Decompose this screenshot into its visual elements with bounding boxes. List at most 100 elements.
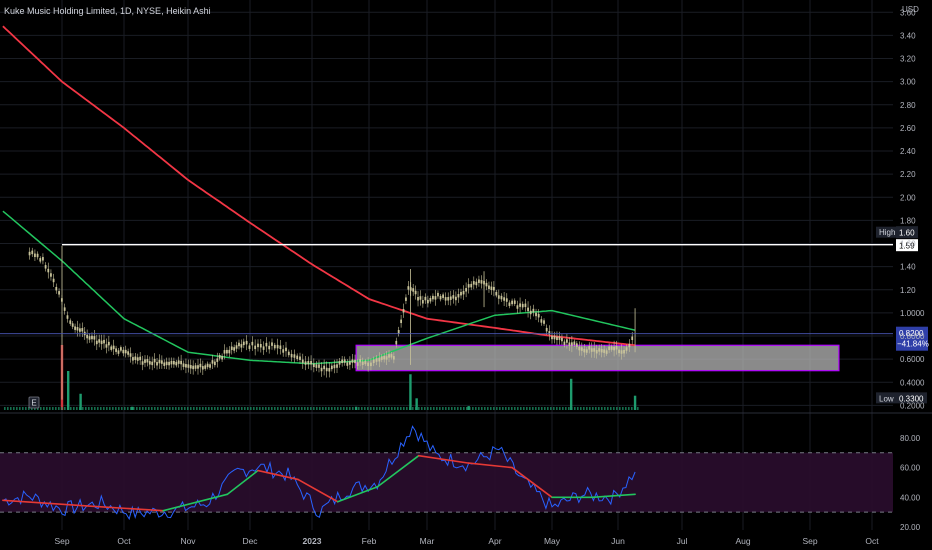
- time-axis-label[interactable]: Aug: [735, 536, 750, 546]
- time-axis-label[interactable]: Jun: [611, 536, 625, 546]
- candle-body: [55, 286, 58, 291]
- candle-body: [132, 357, 134, 361]
- rsi-ma-segment: [336, 486, 379, 503]
- candle-body: [333, 364, 336, 369]
- time-axis-label[interactable]: Oct: [865, 536, 879, 546]
- time-axis-label[interactable]: Apr: [488, 536, 501, 546]
- volume-bar: [403, 407, 405, 410]
- time-axis-label[interactable]: Oct: [117, 536, 131, 546]
- time-axis-label[interactable]: Jul: [677, 536, 688, 546]
- time-axis-label[interactable]: Dec: [242, 536, 258, 546]
- volume-bar: [493, 407, 495, 410]
- candle-body: [103, 339, 105, 344]
- candle-body: [548, 331, 551, 335]
- volume-bar: [394, 407, 396, 410]
- candle-body: [165, 361, 168, 366]
- candle-body: [254, 345, 257, 350]
- volume-bar: [67, 407, 69, 410]
- candle-body: [42, 257, 44, 261]
- candle-body: [34, 253, 36, 258]
- volume-bar: [469, 407, 471, 410]
- candle-body: [545, 327, 548, 332]
- candle-body: [320, 367, 323, 372]
- volume-bar: [337, 407, 339, 410]
- candle-body: [310, 360, 312, 365]
- candle-body: [285, 347, 287, 352]
- candle-body: [146, 359, 149, 363]
- volume-bar: [112, 407, 114, 410]
- candle-body: [580, 347, 583, 351]
- candle-body: [124, 349, 127, 354]
- time-axis[interactable]: Sep Oct Nov Dec 2023 Feb Mar Apr May Jun Jul Aug Sep…: [54, 536, 879, 546]
- rsi-ma-segment: [90, 505, 165, 512]
- time-axis-label[interactable]: 2023: [303, 536, 322, 546]
- volume-bar: [289, 407, 291, 410]
- time-axis-label[interactable]: Nov: [180, 536, 196, 546]
- candle-body: [170, 360, 173, 365]
- time-axis-label[interactable]: May: [544, 536, 561, 546]
- candle-body: [442, 294, 444, 298]
- candle-body: [233, 347, 236, 351]
- volume-bar: [463, 407, 465, 410]
- candle-body: [129, 353, 132, 357]
- volume-bar: [193, 407, 195, 410]
- candle-body: [566, 339, 568, 343]
- candle-body: [304, 361, 307, 365]
- candle-body: [495, 292, 498, 296]
- volume-bar: [376, 407, 378, 410]
- candle-body: [457, 294, 460, 298]
- rsi-pane[interactable]: [0, 425, 893, 521]
- volume-bar: [91, 407, 93, 410]
- candle-body: [136, 357, 139, 361]
- volume-bar: [37, 407, 39, 410]
- last-price-change: −41.84%: [897, 340, 929, 349]
- time-axis-label[interactable]: Feb: [362, 536, 377, 546]
- candle-body: [197, 365, 199, 369]
- volume-bar: [10, 407, 12, 410]
- candle-body: [206, 363, 209, 368]
- candle-body: [290, 353, 293, 358]
- candle-body: [380, 356, 383, 360]
- last-price-label: 0.8200: [899, 329, 924, 338]
- volume-bar: [64, 407, 66, 410]
- volume-bar: [406, 407, 408, 410]
- time-axis-label[interactable]: Sep: [54, 536, 69, 546]
- candle-body: [31, 250, 34, 255]
- volume-bar: [361, 407, 363, 410]
- candle-body: [583, 348, 586, 353]
- support-box[interactable]: [355, 344, 840, 372]
- rsi-axis-label: 20.00: [900, 523, 921, 532]
- volume-bar: [220, 407, 222, 410]
- candle-body: [475, 281, 478, 286]
- volume-bar: [490, 407, 492, 410]
- volume-bar: [139, 407, 141, 410]
- volume-bar: [313, 407, 315, 410]
- volume-bar: [25, 407, 27, 410]
- volume-bar: [250, 407, 252, 410]
- volume-bar: [409, 374, 412, 410]
- candle-body: [511, 300, 513, 305]
- support-zone[interactable]: [355, 344, 840, 372]
- rsi-axis[interactable]: 80.00 60.00 40.00 20.00: [900, 434, 921, 532]
- rsi-ma-segment: [417, 454, 470, 464]
- volume-bar: [7, 407, 9, 410]
- candle-body: [556, 336, 558, 341]
- volume-bar: [604, 407, 606, 410]
- volume-bar: [505, 407, 507, 410]
- volume-bar: [280, 407, 282, 410]
- volume-bar: [232, 407, 234, 410]
- rsi-ma-segment: [376, 454, 420, 488]
- time-axis-label[interactable]: Sep: [802, 536, 817, 546]
- rsi-ma-segment: [257, 469, 299, 481]
- time-axis-label[interactable]: Mar: [420, 536, 435, 546]
- candle-body: [259, 344, 262, 348]
- candle-body: [71, 323, 74, 327]
- candles: [28, 245, 636, 400]
- price-axis-label: 2.40: [900, 147, 916, 156]
- candle-body: [63, 307, 66, 311]
- volume-bar: [310, 407, 312, 410]
- candle-body: [603, 349, 606, 353]
- volume-bar: [55, 407, 57, 410]
